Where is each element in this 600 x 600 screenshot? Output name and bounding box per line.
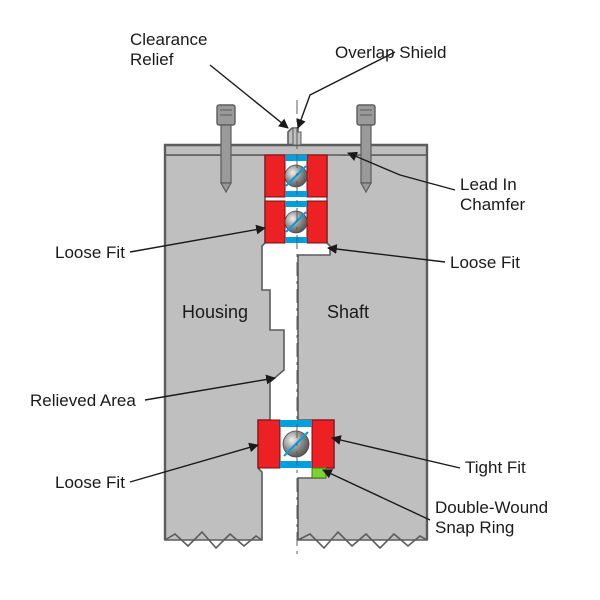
label-loose-fit-upper-right: Loose Fit <box>450 253 520 273</box>
label-shaft: Shaft <box>327 302 369 323</box>
label-double-wound-snap-ring: Double-Wound Snap Ring <box>435 498 548 537</box>
overlap-shield-detail <box>293 128 301 145</box>
label-lead-in-chamfer: Lead In Chamfer <box>460 175 525 214</box>
label-relieved-area: Relieved Area <box>30 391 136 411</box>
label-clearance-relief: Clearance Relief <box>130 30 208 69</box>
lower-bearing <box>258 420 334 468</box>
upper-bearing-2 <box>265 201 327 243</box>
label-loose-fit-lower: Loose Fit <box>55 473 125 493</box>
snap-ring <box>312 468 326 478</box>
label-tight-fit: Tight Fit <box>465 458 526 478</box>
label-loose-fit-upper-left: Loose Fit <box>55 243 125 263</box>
upper-bearing-1 <box>265 155 327 197</box>
label-overlap-shield: Overlap Shield <box>335 43 447 63</box>
label-housing: Housing <box>182 302 248 323</box>
